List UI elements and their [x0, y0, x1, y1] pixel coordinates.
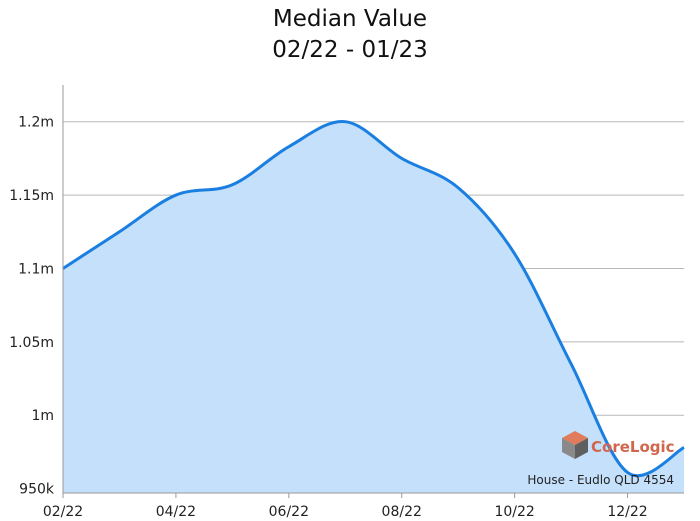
- y-tick-label: 950k: [19, 482, 55, 498]
- chart-footer: House - Eudlo QLD 4554: [527, 473, 674, 487]
- area-layer: [62, 120, 685, 493]
- chart-subtitle: 02/22 - 01/23: [272, 37, 428, 63]
- x-tick-label: 02/22: [43, 504, 83, 520]
- corelogic-watermark: CoreLogic: [591, 438, 675, 456]
- y-tick-label: 1m: [31, 408, 54, 424]
- tick-labels: 950k 1m 1.05m 1.1m 1.15m 1.2m 02/22 04/22 06/22 0…: [9, 115, 648, 520]
- series-line: [62, 120, 685, 477]
- corelogic-logo: CoreLogic: [562, 431, 675, 459]
- axes: [62, 85, 684, 498]
- y-tick-label: 1.1m: [18, 261, 54, 277]
- corelogic-cube-icon: [562, 431, 588, 459]
- y-tick-label: 1.05m: [9, 335, 54, 351]
- chart-title-block: Median Value 02/22 - 01/23: [0, 4, 700, 66]
- y-tick-label: 1.2m: [18, 115, 54, 131]
- chart-title: Median Value: [272, 6, 428, 32]
- area-fill: [63, 121, 684, 493]
- x-tick-label: 10/22: [494, 504, 534, 520]
- x-tick-label: 04/22: [156, 504, 196, 520]
- x-tick-label: 08/22: [382, 504, 422, 520]
- x-tick-label: 06/22: [269, 504, 309, 520]
- y-tick-label: 1.15m: [9, 188, 54, 204]
- x-tick-label: 12/22: [607, 504, 647, 520]
